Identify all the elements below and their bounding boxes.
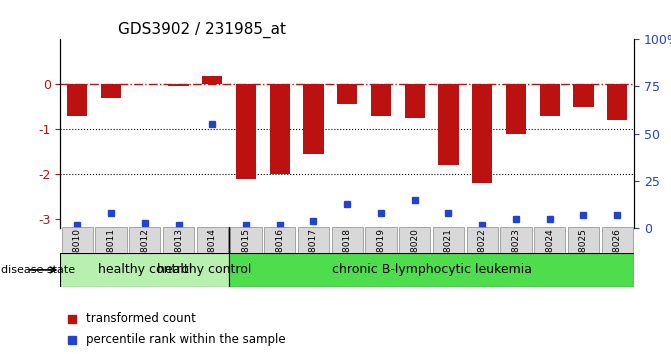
Bar (168, 84, 189, 86)
Text: GDS3902 / 231985_at: GDS3902 / 231985_at (118, 21, 286, 38)
Bar (62, 227, 93, 253)
Bar (534, 227, 565, 253)
Bar (607, 84, 627, 120)
Bar (405, 84, 425, 118)
Bar (67, 84, 87, 116)
Bar (236, 84, 256, 179)
Text: GSM658015: GSM658015 (242, 228, 250, 284)
Text: GSM658016: GSM658016 (275, 228, 285, 284)
Bar (303, 84, 323, 154)
Bar (298, 227, 329, 253)
Bar (337, 84, 358, 104)
Text: healthy control: healthy control (97, 263, 192, 276)
Text: percentile rank within the sample: percentile rank within the sample (86, 333, 286, 346)
Bar (573, 84, 594, 107)
Text: GSM658010: GSM658010 (72, 228, 82, 284)
Text: GSM658013: GSM658013 (174, 228, 183, 284)
Bar (197, 227, 227, 253)
Bar (230, 227, 262, 253)
Bar (331, 227, 363, 253)
Bar (101, 84, 121, 98)
Text: GSM658021: GSM658021 (444, 228, 453, 283)
Bar (264, 227, 295, 253)
Bar (602, 227, 633, 253)
Bar (472, 84, 493, 183)
Text: GSM658019: GSM658019 (376, 228, 386, 284)
Bar (366, 227, 397, 253)
Bar (433, 227, 464, 253)
Bar (270, 84, 290, 174)
Bar (163, 227, 194, 253)
Text: healthy control: healthy control (156, 263, 251, 276)
Bar (202, 76, 222, 84)
Text: GSM658024: GSM658024 (546, 228, 554, 283)
Bar (501, 227, 531, 253)
Bar (371, 84, 391, 116)
Text: GSM658020: GSM658020 (410, 228, 419, 283)
Text: GSM658022: GSM658022 (478, 228, 486, 283)
Bar (568, 227, 599, 253)
Text: GSM658017: GSM658017 (309, 228, 318, 284)
Text: GSM658023: GSM658023 (511, 228, 521, 283)
Bar (438, 84, 458, 165)
Text: disease state: disease state (1, 265, 75, 275)
Bar (506, 84, 526, 134)
Text: GSM658018: GSM658018 (343, 228, 352, 284)
Bar (229, 253, 634, 287)
Text: GSM658012: GSM658012 (140, 228, 149, 283)
Bar (467, 227, 498, 253)
Bar (60, 253, 229, 287)
Bar (399, 227, 430, 253)
Text: GSM658025: GSM658025 (579, 228, 588, 283)
Bar (95, 227, 127, 253)
Text: GSM658014: GSM658014 (208, 228, 217, 283)
Text: transformed count: transformed count (86, 312, 196, 325)
Text: GSM658026: GSM658026 (613, 228, 622, 283)
Text: chronic B-lymphocytic leukemia: chronic B-lymphocytic leukemia (331, 263, 531, 276)
Bar (130, 227, 160, 253)
Bar (539, 84, 560, 116)
Text: GSM658011: GSM658011 (107, 228, 115, 284)
